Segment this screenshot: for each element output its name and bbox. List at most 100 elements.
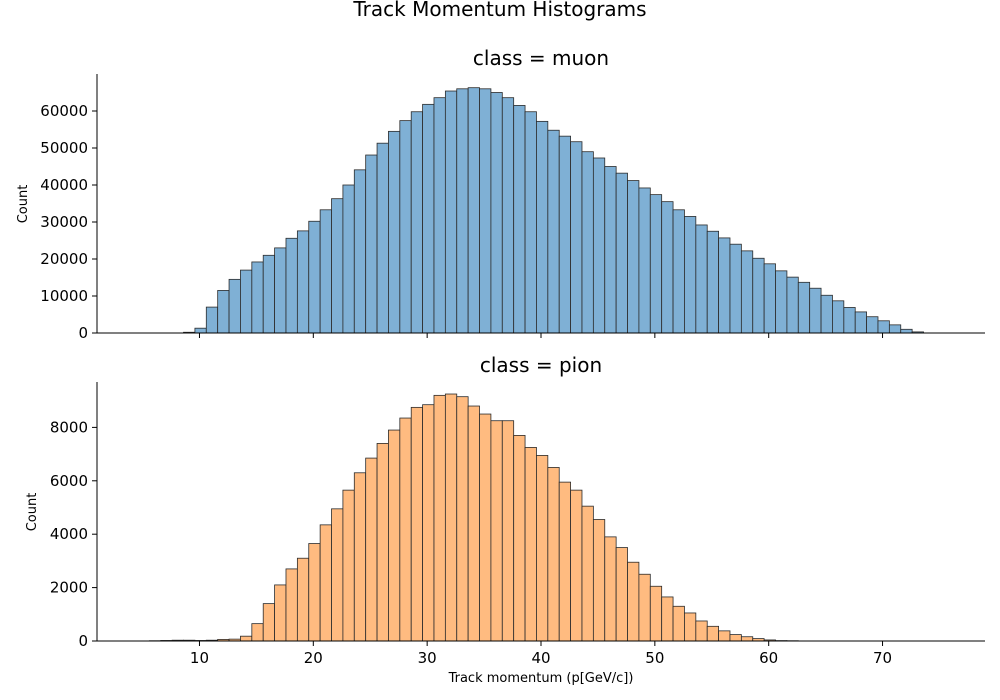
muon-y-tick-label: 20000 bbox=[40, 250, 88, 268]
pion-bar bbox=[444, 393, 458, 642]
pion-bar bbox=[706, 625, 720, 642]
muon-bar bbox=[524, 111, 537, 334]
pion-bar bbox=[285, 568, 298, 642]
muon-bar bbox=[274, 247, 287, 334]
pion-bar bbox=[490, 420, 503, 642]
muon-bar bbox=[638, 187, 651, 334]
pion-bar bbox=[547, 467, 560, 642]
muon-bar bbox=[205, 306, 219, 334]
muon-bar bbox=[501, 97, 515, 334]
pion-bar bbox=[319, 524, 332, 642]
muon-bars bbox=[183, 87, 924, 334]
pion-bar bbox=[615, 547, 628, 642]
muon-bar bbox=[308, 220, 321, 334]
muon-bar bbox=[331, 198, 344, 334]
muon-bar bbox=[581, 151, 594, 334]
muon-bar bbox=[661, 201, 674, 334]
muon-y-ticks: 0 10000 20000 30000 40000 50000 60000 bbox=[40, 102, 97, 342]
muon-bar bbox=[684, 216, 697, 334]
pion-bar bbox=[376, 443, 389, 642]
muon-bar bbox=[763, 263, 776, 334]
muon-bar bbox=[672, 209, 685, 334]
muon-bar bbox=[797, 281, 811, 334]
muon-bar bbox=[422, 103, 435, 334]
muon-bar bbox=[536, 120, 549, 334]
pion-bar bbox=[296, 557, 310, 642]
pion-y-ticks: 0 2000 4000 6000 8000 bbox=[50, 418, 97, 650]
muon-y-tick-label: 60000 bbox=[40, 102, 88, 120]
muon-bar bbox=[479, 88, 492, 334]
muon-y-tick-label: 0 bbox=[78, 324, 88, 342]
pion-bar bbox=[433, 394, 446, 642]
pion-x-ticks: 10 20 30 40 50 60 70 bbox=[190, 641, 892, 667]
muon-bar bbox=[752, 257, 765, 334]
pion-y-tick-label: 2000 bbox=[50, 579, 88, 597]
pion-bar bbox=[410, 406, 424, 642]
muon-bar bbox=[775, 270, 788, 334]
pion-bar bbox=[388, 429, 401, 642]
pion-bar bbox=[422, 404, 435, 642]
muon-bar bbox=[433, 97, 446, 334]
pion-x-tick-label: 10 bbox=[190, 649, 209, 667]
muon-bar bbox=[217, 290, 230, 334]
pion-bar bbox=[262, 603, 276, 642]
muon-bar bbox=[353, 169, 367, 334]
muon-bar bbox=[627, 180, 640, 334]
muon-bar bbox=[513, 105, 526, 334]
pion-bar bbox=[274, 584, 287, 642]
muon-bar bbox=[376, 142, 389, 334]
muon-bar bbox=[832, 300, 845, 334]
muon-bar bbox=[649, 194, 663, 334]
pion-x-tick-label: 70 bbox=[873, 649, 892, 667]
muon-bar bbox=[296, 230, 310, 334]
muon-bar bbox=[706, 230, 720, 334]
pion-y-tick-label: 6000 bbox=[50, 472, 88, 490]
pion-bar bbox=[718, 630, 731, 642]
pion-bar bbox=[331, 508, 344, 642]
muon-bar bbox=[456, 88, 469, 334]
pion-bar bbox=[604, 536, 617, 642]
muon-bar bbox=[240, 269, 253, 334]
pion-bar bbox=[536, 455, 549, 642]
pion-x-tick-label: 30 bbox=[418, 649, 437, 667]
pion-bar bbox=[342, 489, 355, 642]
muon-bar bbox=[490, 92, 503, 334]
muon-y-axis-label: Count bbox=[16, 185, 31, 224]
pion-bars bbox=[148, 393, 799, 642]
muon-bar bbox=[570, 141, 583, 334]
pion-bar bbox=[638, 573, 651, 642]
muon-bar bbox=[467, 87, 480, 334]
muon-bar bbox=[319, 209, 332, 334]
pion-x-tick-label: 20 bbox=[304, 649, 323, 667]
pion-bar bbox=[251, 623, 264, 642]
muon-panel-title: class = muon bbox=[473, 46, 609, 70]
pion-bar bbox=[399, 417, 412, 642]
pion-bar bbox=[513, 435, 526, 642]
muon-bar bbox=[854, 311, 868, 334]
pion-bar bbox=[672, 605, 685, 642]
muon-bar bbox=[740, 250, 754, 334]
pion-bar bbox=[729, 634, 742, 642]
x-axis-label: Track momentum (p[GeV/c]) bbox=[448, 671, 634, 686]
muon-bar bbox=[809, 287, 822, 334]
pion-histogram-panel: class = pion 0 2000 4000 6000 8000 10 20 30 40 5… bbox=[25, 353, 985, 686]
muon-y-tick-label: 30000 bbox=[40, 213, 88, 231]
pion-bar bbox=[592, 519, 606, 642]
pion-bar bbox=[581, 505, 594, 642]
muon-bar bbox=[843, 307, 856, 334]
pion-x-tick-label: 60 bbox=[759, 649, 778, 667]
muon-bar bbox=[729, 243, 742, 334]
figure-title: Track Momentum Histograms bbox=[352, 0, 646, 21]
pion-panel-title: class = pion bbox=[480, 353, 602, 377]
muon-bar bbox=[866, 316, 879, 334]
pion-bar bbox=[524, 447, 537, 642]
pion-bar bbox=[627, 561, 640, 642]
pion-y-tick-label: 4000 bbox=[50, 525, 88, 543]
pion-bar bbox=[558, 481, 572, 642]
muon-bar bbox=[615, 172, 628, 334]
muon-bar bbox=[285, 237, 298, 334]
muon-bar bbox=[900, 328, 913, 334]
muon-bar bbox=[604, 166, 617, 334]
pion-y-tick-label: 8000 bbox=[50, 418, 88, 436]
